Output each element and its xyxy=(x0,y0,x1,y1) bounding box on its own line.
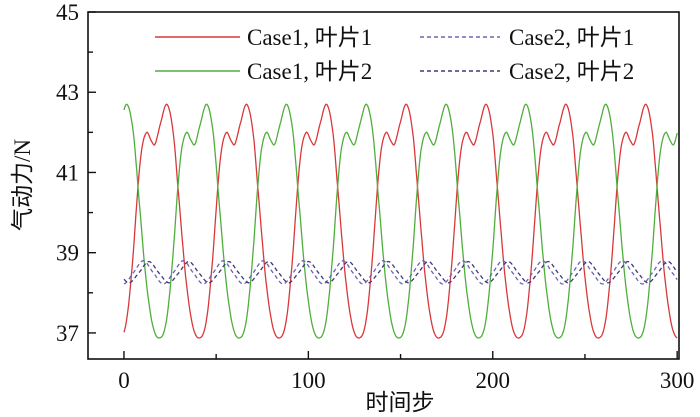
y-tick-label: 43 xyxy=(56,80,79,105)
series-case1-blade2 xyxy=(123,103,678,339)
y-tick-label: 39 xyxy=(56,241,79,266)
legend: Case1, 叶片1 Case1, 叶片2 Case2, 叶片1 Case2, … xyxy=(155,25,634,84)
x-tick-label: 300 xyxy=(660,368,695,393)
series-layer xyxy=(123,103,678,339)
y-tick-label: 37 xyxy=(56,321,79,346)
x-axis-title: 时间步 xyxy=(366,390,435,415)
legend-label-case1-blade1: Case1, 叶片1 xyxy=(247,25,372,50)
x-tick-label: 200 xyxy=(476,368,511,393)
series-case2-blade2 xyxy=(123,260,678,284)
y-tick-label: 41 xyxy=(56,160,79,185)
legend-label-case1-blade2: Case1, 叶片2 xyxy=(247,59,372,84)
series-case1-blade1 xyxy=(123,103,678,339)
legend-label-case2-blade1: Case2, 叶片1 xyxy=(509,25,634,50)
y-tick-label: 45 xyxy=(56,0,79,25)
x-tick-label: 0 xyxy=(118,368,130,393)
ticks-layer: 0 100 200 300 37 39 41 43 45 xyxy=(56,0,694,393)
plot-frame xyxy=(87,11,680,360)
legend-label-case2-blade2: Case2, 叶片2 xyxy=(509,59,634,84)
x-tick-label: 100 xyxy=(291,368,326,393)
series-case2-blade1 xyxy=(123,260,678,285)
y-axis-title: 气动力/N xyxy=(10,139,35,231)
